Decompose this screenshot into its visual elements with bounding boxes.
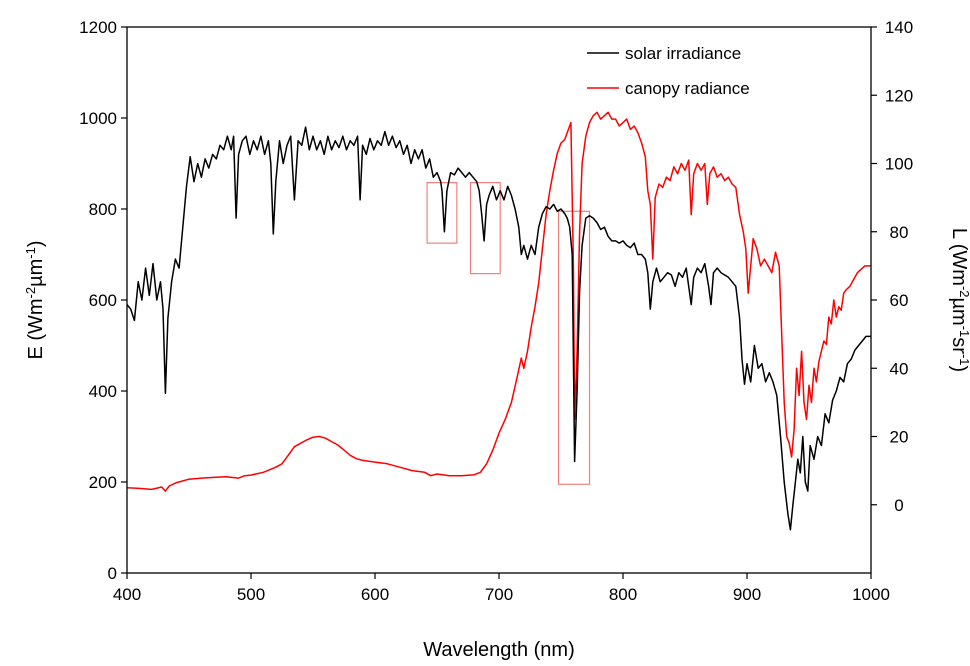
x-axis-ticks: 400 500 600 700 800 900 1000 (113, 573, 890, 604)
y-right-tick-label: 20 (890, 428, 909, 447)
series-line-canopy-radiance (126, 111, 871, 492)
y-right-tick-label: 60 (890, 291, 909, 310)
highlight-boxes (426, 182, 591, 485)
x-tick-label: 900 (733, 585, 761, 604)
y-left-title-end: ) (25, 240, 47, 247)
y-right-title-end: ) (948, 366, 970, 373)
y-left-title-base: E (Wm (25, 298, 47, 359)
y-right-tick-label: 120 (885, 86, 913, 105)
x-tick-label: 1000 (852, 585, 890, 604)
y-right-tick-label: 140 (885, 18, 913, 37)
y-right-title-sup3: -1 (957, 354, 970, 366)
highlight-box (469, 182, 501, 275)
x-tick-label: 500 (237, 585, 265, 604)
y-right-title-mid2: sr (948, 337, 970, 354)
y-right-tick-label: 100 (885, 155, 913, 174)
legend-label-canopy-radiance: canopy radiance (625, 79, 750, 98)
series-line-solar-irradiance (126, 126, 871, 531)
axes (126, 26, 872, 574)
y-left-tick-label: 600 (89, 291, 117, 310)
y-left-tick-label: 400 (89, 382, 117, 401)
series-layer (126, 111, 871, 531)
y-left-axis-title: E (Wm-2µm-1) (23, 240, 47, 359)
plot-frame (126, 26, 872, 574)
legend-label-solar-irradiance: solar irradiance (625, 44, 741, 63)
y-left-axis-ticks: 0 200 400 600 800 1000 1200 (79, 18, 127, 583)
y-left-title-mid: µm (25, 259, 47, 287)
y-right-title-base: L (Wm (948, 228, 970, 286)
y-left-tick-label: 800 (89, 200, 117, 219)
y-right-axis-title: L (Wm-2µm-1sr-1) (948, 228, 970, 372)
x-tick-label: 600 (361, 585, 389, 604)
y-right-title-sup1: -2 (957, 286, 970, 298)
y-left-tick-label: 1000 (79, 109, 117, 128)
y-right-tick-label: 0 (894, 496, 903, 515)
x-tick-label: 700 (485, 585, 513, 604)
highlight-box (557, 210, 591, 485)
y-left-title-sup1: -2 (23, 287, 38, 299)
y-left-tick-label: 1200 (79, 18, 117, 37)
x-axis-title: Wavelength (nm) (423, 639, 575, 661)
highlight-box (426, 182, 458, 244)
y-left-tick-label: 0 (108, 564, 117, 583)
y-right-tick-label: 80 (890, 223, 909, 242)
y-right-title-mid: µm (948, 298, 970, 326)
y-left-title-sup2: -1 (23, 247, 38, 259)
y-right-axis-ticks: 0 20 40 60 80 100 120 140 (871, 18, 913, 515)
x-tick-label: 800 (609, 585, 637, 604)
y-right-title-sup2: -1 (957, 326, 970, 338)
legend: solar irradiance canopy radiance (587, 44, 750, 98)
y-left-tick-label: 200 (89, 473, 117, 492)
y-right-tick-label: 40 (890, 359, 909, 378)
x-tick-label: 400 (113, 585, 141, 604)
